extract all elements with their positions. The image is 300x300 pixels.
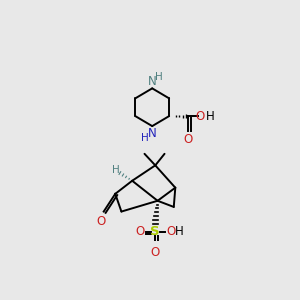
Text: N: N (148, 127, 157, 140)
Text: O: O (151, 246, 160, 259)
Text: H: H (112, 165, 120, 175)
Text: O: O (195, 110, 205, 123)
Text: O: O (97, 215, 106, 228)
Text: H: H (175, 225, 184, 238)
Text: O: O (184, 133, 193, 146)
Text: S: S (151, 225, 160, 238)
Text: H: H (206, 110, 215, 123)
Text: N: N (148, 75, 157, 88)
Text: O: O (135, 225, 145, 238)
Text: O: O (166, 225, 175, 238)
Text: H: H (141, 133, 149, 143)
Text: H: H (155, 72, 163, 82)
